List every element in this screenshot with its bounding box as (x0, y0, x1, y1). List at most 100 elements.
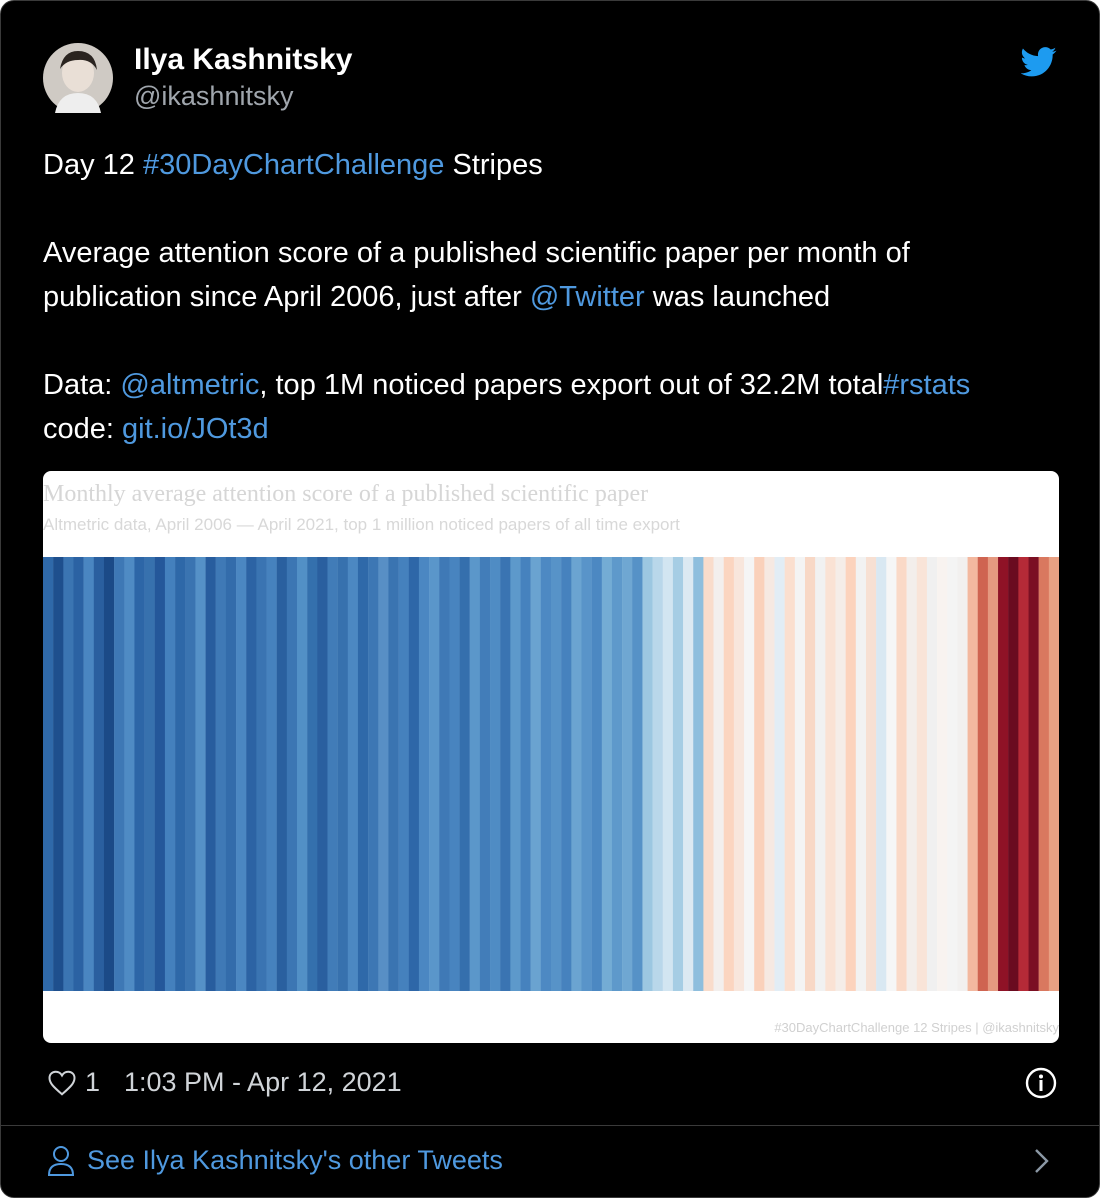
tweet-image[interactable]: Monthly average attention score of a pub… (43, 471, 1059, 1043)
chevron[interactable] (1031, 1147, 1051, 1175)
like-count[interactable]: 1 (85, 1067, 101, 1097)
stripe (794, 557, 806, 991)
stripe (164, 557, 176, 991)
stripe (429, 557, 440, 991)
image-caption: #30DayChartChallenge 12 Stripes | @ikash… (774, 1020, 1059, 1035)
stripe (662, 557, 674, 991)
stripe (713, 557, 724, 991)
timestamp[interactable]: 1:03 PM - Apr 12, 2021 (124, 1067, 402, 1097)
stripe (520, 557, 531, 991)
stripe (297, 557, 308, 991)
stripe (73, 557, 84, 991)
stripe (998, 557, 1009, 991)
stripe (581, 557, 592, 991)
stripe (967, 557, 978, 991)
stripe (703, 557, 714, 991)
stripe (642, 557, 653, 991)
stripe (266, 557, 277, 991)
stripe (551, 557, 562, 991)
stripe (815, 557, 826, 991)
stripe (195, 557, 206, 991)
author-handle[interactable]: @ikashnitsky (134, 81, 294, 111)
stripe (1048, 557, 1059, 991)
twitter-logo[interactable] (1021, 47, 1057, 77)
stripe (63, 557, 74, 991)
stripe (530, 557, 542, 991)
stripe (825, 557, 836, 991)
stripe (784, 557, 796, 991)
stripe (154, 557, 166, 991)
stripe (754, 557, 765, 991)
stripe (490, 557, 501, 991)
stripe (683, 557, 694, 991)
text-span: code: (43, 413, 122, 445)
stripe (276, 557, 288, 991)
link[interactable]: git.io/JOt3d (122, 413, 269, 445)
stripe (1028, 557, 1039, 991)
stripe (865, 557, 877, 991)
stripe (611, 557, 623, 991)
stripe (540, 557, 552, 991)
stripe (672, 557, 684, 991)
stripe (764, 557, 775, 991)
stripe (317, 557, 328, 991)
stripe (835, 557, 846, 991)
person-icon[interactable] (47, 1145, 75, 1177)
stripe (652, 557, 663, 991)
text-span: Data: (43, 369, 121, 401)
stripe (632, 557, 643, 991)
stripe (906, 557, 917, 991)
stripe (987, 557, 999, 991)
stripe (378, 557, 389, 991)
stripe (774, 557, 785, 991)
stripe (347, 557, 359, 991)
stripe (744, 557, 755, 991)
link[interactable]: @Twitter (529, 281, 645, 313)
stripe (622, 557, 633, 991)
stripe (845, 557, 857, 991)
stripe (286, 557, 298, 991)
stripes (43, 557, 1059, 991)
info-icon[interactable] (1025, 1067, 1057, 1099)
stripe (469, 557, 481, 991)
text-span: , top 1M noticed papers export out of 32… (259, 369, 884, 401)
stripe (805, 557, 816, 991)
paragraph: Day 12 #30DayChartChallenge Stripes (43, 143, 1043, 187)
stripe (896, 557, 907, 991)
stripe (408, 557, 420, 991)
stripe (144, 557, 155, 991)
stripe (1018, 557, 1029, 991)
like-icon[interactable] (47, 1069, 77, 1097)
stripe (571, 557, 582, 991)
stripe (103, 557, 115, 991)
link[interactable]: @altmetric (120, 369, 260, 401)
stripe (977, 557, 989, 991)
stripe (215, 557, 227, 991)
stripe (723, 557, 735, 991)
stripe (510, 557, 521, 991)
stripe (947, 557, 958, 991)
stripe (418, 557, 430, 991)
stripe (916, 557, 928, 991)
stripe (733, 557, 745, 991)
link[interactable]: #30DayChartChallenge (142, 149, 445, 181)
stripe (185, 557, 196, 991)
more-tweets-link[interactable]: See Ilya Kashnitsky's other Tweets (87, 1145, 503, 1175)
stripe (479, 557, 491, 991)
stripe (957, 557, 968, 991)
stripe (83, 557, 95, 991)
link[interactable]: #rstats (883, 369, 971, 401)
stripe (439, 557, 450, 991)
stripe (459, 557, 470, 991)
stripe (926, 557, 938, 991)
paragraph: Average attention score of a published s… (43, 231, 1043, 319)
avatar[interactable] (43, 43, 113, 113)
stripe (693, 557, 704, 991)
author-name[interactable]: Ilya Kashnitsky (134, 43, 353, 76)
stripe (93, 557, 105, 991)
stripe (388, 557, 399, 991)
stripe (357, 557, 369, 991)
stripe (134, 557, 145, 991)
stripe (256, 557, 267, 991)
